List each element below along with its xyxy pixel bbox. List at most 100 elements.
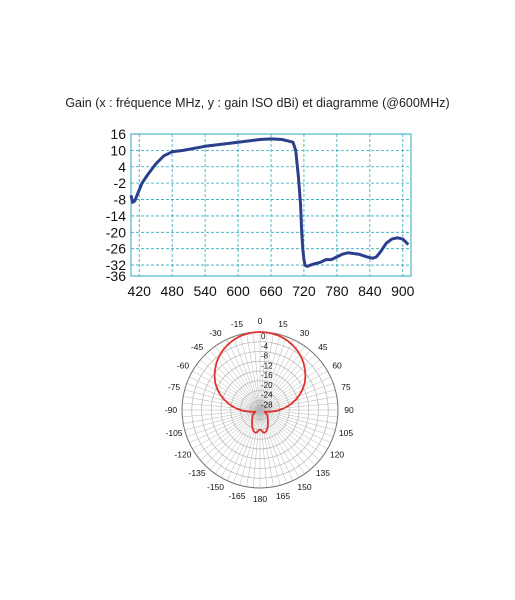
polar-spoke (259, 409, 334, 437)
polar-angle-label: 105 (339, 428, 353, 438)
polar-spoke (246, 409, 261, 487)
polar-spoke (259, 409, 331, 444)
polar-angle-label: -165 (228, 491, 245, 501)
polar-radial-label: 0 (261, 332, 266, 341)
polar-spoke (239, 409, 261, 486)
polar-angle-label: 180 (253, 494, 267, 504)
polar-series-line (213, 331, 307, 434)
polar-spoke (259, 342, 300, 411)
polar-spoke (259, 339, 294, 411)
gain-y-tick-label: -8 (114, 192, 127, 208)
polar-spoke (186, 409, 261, 437)
polar-grid (181, 331, 339, 489)
polar-radial-label: -8 (261, 352, 269, 361)
polar-spoke (200, 409, 261, 461)
polar-spoke (220, 409, 261, 478)
polar-angle-label: 0 (258, 316, 263, 326)
gain-y-tick-label: -2 (114, 175, 127, 191)
polar-spoke (259, 409, 274, 487)
gain-y-tick-label: 4 (118, 159, 126, 175)
gain-x-tick-label: 660 (259, 283, 283, 299)
polar-spoke (189, 409, 261, 444)
gain-x-tick-label: 840 (358, 283, 382, 299)
polar-spoke (259, 409, 336, 431)
polar-spoke (259, 370, 328, 411)
polar-angle-label: 75 (341, 382, 351, 392)
polar-spoke (183, 396, 261, 411)
polar-spoke (186, 383, 261, 411)
gain-x-tick-label: 720 (292, 283, 316, 299)
polar-angle-label: 60 (332, 361, 342, 371)
polar-radial-label: -4 (261, 342, 269, 351)
gain-y-tick-label: -36 (106, 268, 126, 284)
polar-spoke (184, 389, 261, 411)
polar-radial-ticks: 0-4-8-12-16-20-24-28 (261, 332, 273, 409)
polar-angle-label: -75 (168, 382, 181, 392)
gain-y-tick-label: 10 (110, 142, 126, 158)
polar-angle-label: -90 (165, 405, 178, 415)
polar-angle-label: 90 (344, 405, 354, 415)
polar-spoke (182, 402, 261, 411)
polar-angle-label: -150 (207, 482, 224, 492)
polar-spoke (259, 359, 320, 411)
polar-spoke (259, 365, 325, 411)
polar-angle-label: 165 (276, 491, 290, 501)
gain-chart: 420 480 540 600 660 720 780 840 900 16104-2-8-14… (106, 126, 415, 299)
polar-spoke (259, 409, 316, 466)
gain-x-ticks: 420 480 540 600 660 720 780 840 900 (128, 283, 415, 299)
gain-x-tick-label: 480 (160, 283, 184, 299)
polar-spoke (259, 409, 328, 450)
polar-radial-label: -28 (261, 400, 273, 409)
polar-spoke (259, 402, 338, 411)
polar-spoke (259, 336, 287, 411)
gain-y-tick-label: -20 (106, 224, 126, 240)
polar-radial-label: -20 (261, 381, 273, 390)
chart-title: Gain (x : fréquence MHz, y : gain ISO dB… (65, 96, 450, 110)
polar-spoke (239, 334, 261, 411)
polar-angle-label: 45 (318, 342, 328, 352)
polar-spoke (233, 409, 261, 484)
polar-radial-label: -16 (261, 371, 273, 380)
polar-spoke (259, 376, 331, 411)
gain-x-tick-label: 540 (193, 283, 217, 299)
polar-spoke (246, 333, 261, 411)
polar-angle-label: 135 (316, 468, 330, 478)
gain-series-line (129, 137, 410, 268)
gain-y-tick-label: -26 (106, 241, 126, 257)
polar-angle-ticks: 0 153045607590105120135150165180-165-150-… (165, 316, 354, 504)
polar-spoke (189, 376, 261, 411)
polar-spoke (184, 409, 261, 431)
polar-angle-label: -45 (191, 342, 204, 352)
polar-spoke (259, 409, 325, 455)
polar-spoke (259, 409, 320, 461)
polar-spoke (226, 409, 261, 481)
polar-angle-label: 30 (300, 328, 310, 338)
polar-spoke (259, 409, 281, 486)
polar-radial-label: -12 (261, 361, 273, 370)
polar-spoke (259, 345, 305, 411)
polar-spoke (204, 409, 261, 466)
polar-angle-label: 15 (278, 319, 288, 329)
gain-y-tick-label: -32 (106, 257, 126, 273)
polar-spoke (233, 336, 261, 411)
polar-spoke (259, 409, 300, 478)
polar-spoke (259, 333, 274, 411)
polar-spoke (192, 409, 261, 450)
polar-spoke (259, 354, 316, 411)
polar-spoke (259, 389, 336, 411)
polar-angle-label: -135 (189, 468, 206, 478)
polar-angle-label: 120 (330, 450, 344, 460)
polar-spoke (259, 332, 268, 411)
gain-x-tick-label: 420 (128, 283, 152, 299)
gain-x-tick-label: 900 (391, 283, 415, 299)
polar-spoke (259, 334, 281, 411)
polar-angle-label: -60 (177, 361, 190, 371)
polar-spoke (192, 370, 261, 411)
polar-spoke (204, 354, 261, 411)
polar-spoke (259, 409, 287, 484)
polar-angle-label: -30 (209, 328, 222, 338)
polar-spoke (220, 342, 261, 411)
gain-y-tick-label: 16 (110, 126, 126, 142)
